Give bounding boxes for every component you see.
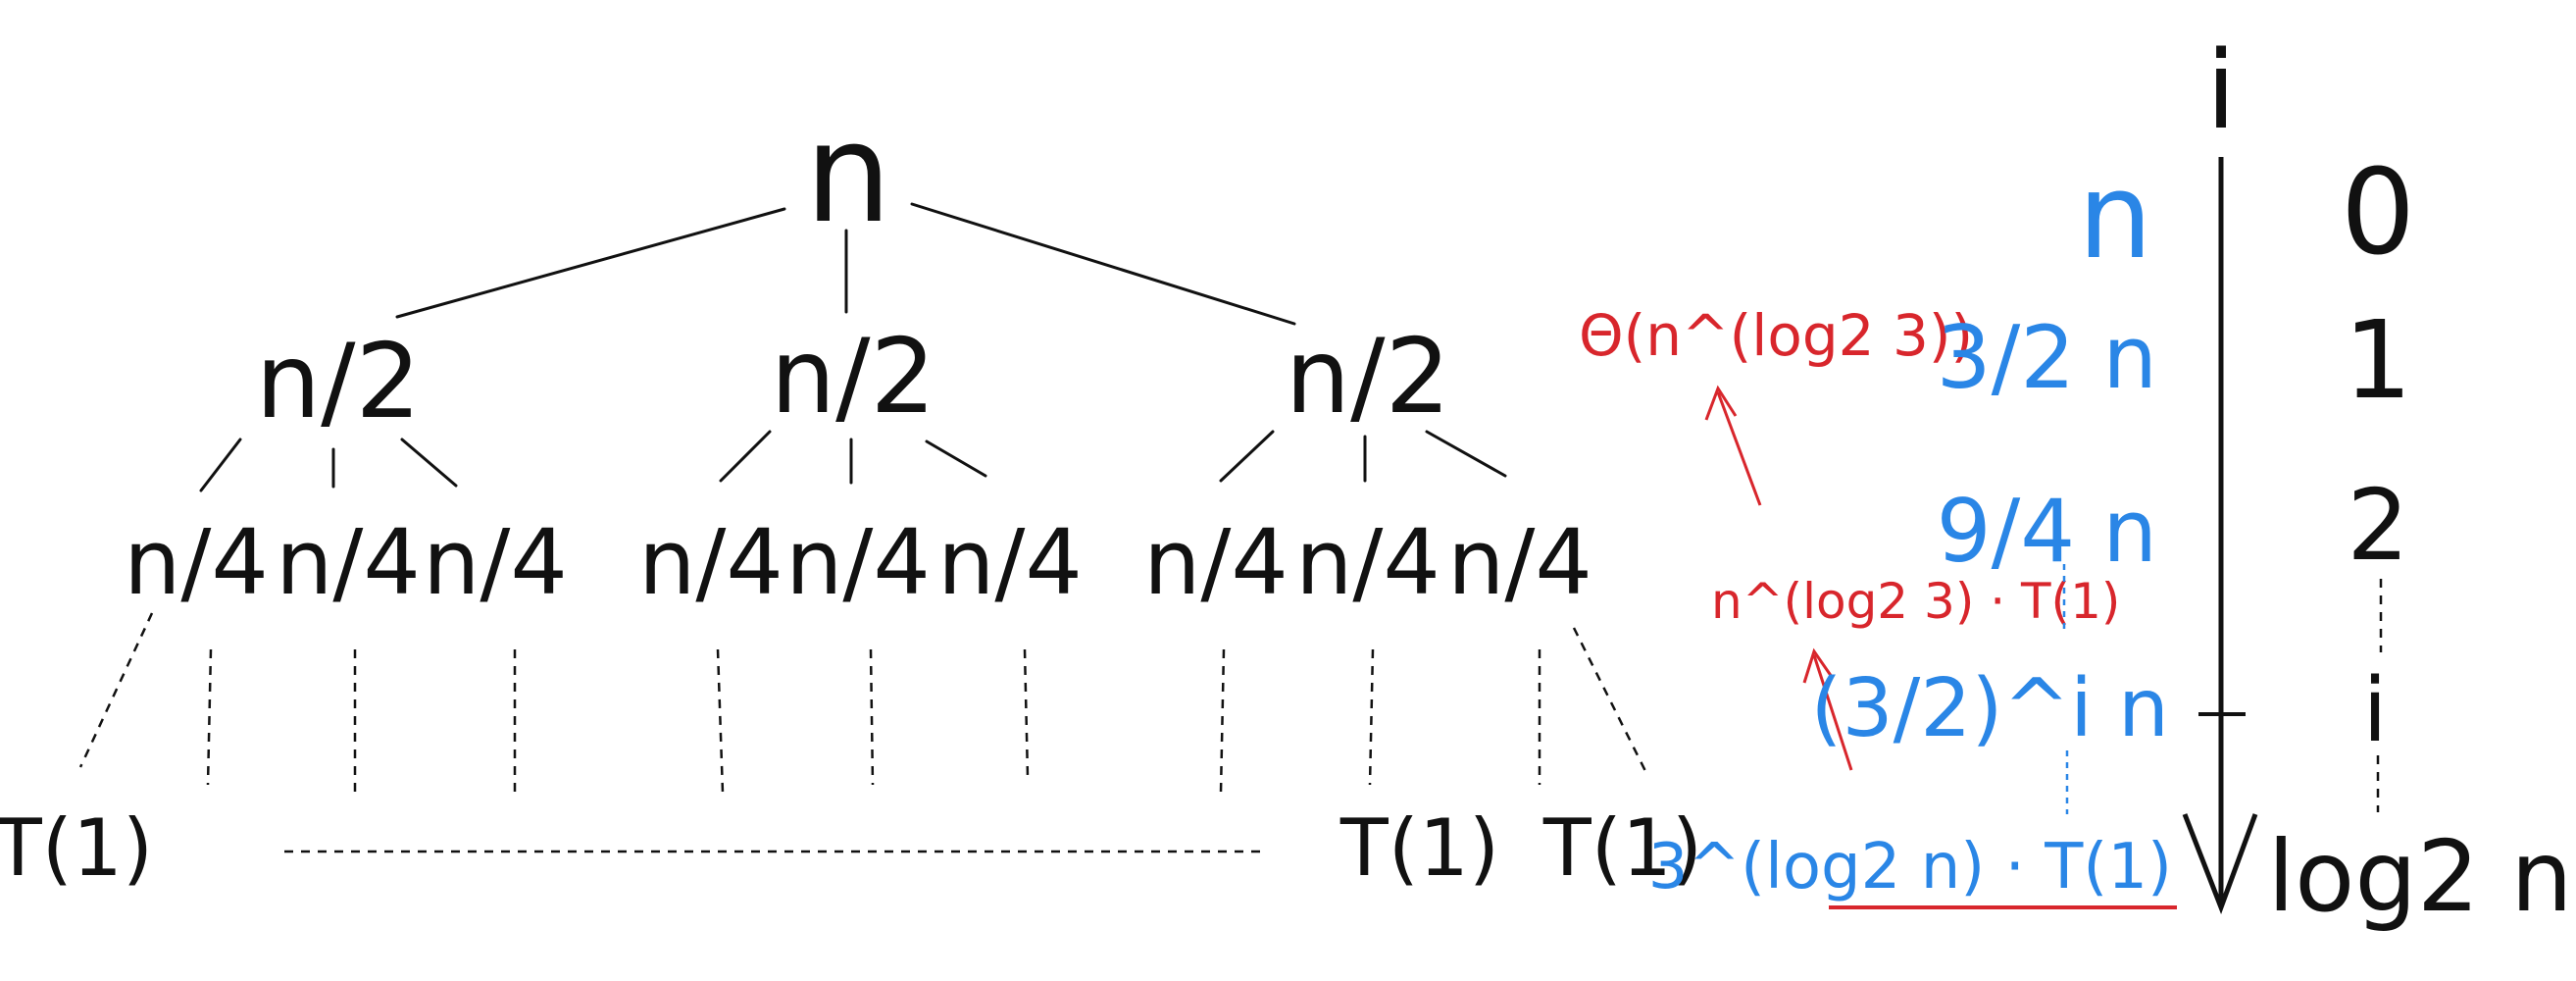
up-arrow — [1704, 385, 1762, 506]
work-level-0: n — [2078, 149, 2152, 285]
level2-node: n/4 — [937, 510, 1083, 615]
level-index: 0 1 2 i log2 n — [2267, 145, 2572, 934]
level1-node: n/2 — [771, 317, 936, 437]
work-level-1: 3/2 n — [1937, 307, 2157, 408]
leaf-node: T(1) — [1542, 802, 1702, 894]
level2-node: n/4 — [1447, 510, 1592, 615]
level2-node: n/4 — [1295, 510, 1440, 615]
derivation: Θ(n^(log2 3)) n^(log2 3) · T(1) — [1579, 302, 2177, 909]
level-value: log2 n — [2267, 819, 2572, 934]
level2-node: n/4 — [1143, 510, 1288, 615]
level2-node: n/4 — [124, 510, 269, 615]
level1-node: n/2 — [1286, 317, 1451, 437]
leaf-node: T(1) — [1339, 802, 1499, 894]
level-value: 1 — [2344, 297, 2412, 423]
tree-labels: n n/2 n/2 n/2 n/4 n/4 n/4 n/4 n/4 n/4 n/… — [0, 94, 1702, 894]
tree-edges — [199, 202, 1507, 492]
level-axis: i — [2182, 27, 2258, 915]
work-level-last: 3^(log2 n) · T(1) — [1648, 831, 2172, 904]
axis-label: i — [2206, 27, 2237, 153]
level2-node: n/4 — [785, 510, 931, 615]
level2-node: n/4 — [276, 510, 421, 615]
leaf-dashes — [78, 612, 1649, 853]
theta-result: Θ(n^(log2 3)) — [1579, 302, 1973, 369]
level1-node: n/2 — [256, 322, 422, 441]
root-node: n — [805, 94, 892, 254]
level2-node: n/4 — [638, 510, 783, 615]
up-arrow — [1802, 647, 1853, 771]
work-level-2: 9/4 n — [1937, 481, 2157, 582]
level-value: i — [2362, 659, 2387, 762]
leaf-node: T(1) — [0, 802, 153, 894]
work-level-i: (3/2)^i n — [1811, 662, 2169, 755]
work-per-level: n 3/2 n 9/4 n (3/2)^i n 3^(log2 n) · T(1… — [1648, 149, 2172, 904]
level2-node: n/4 — [423, 510, 568, 615]
level-value: 2 — [2347, 468, 2409, 583]
closed-form: n^(log2 3) · T(1) — [1711, 573, 2120, 630]
level-value: 0 — [2341, 145, 2415, 282]
